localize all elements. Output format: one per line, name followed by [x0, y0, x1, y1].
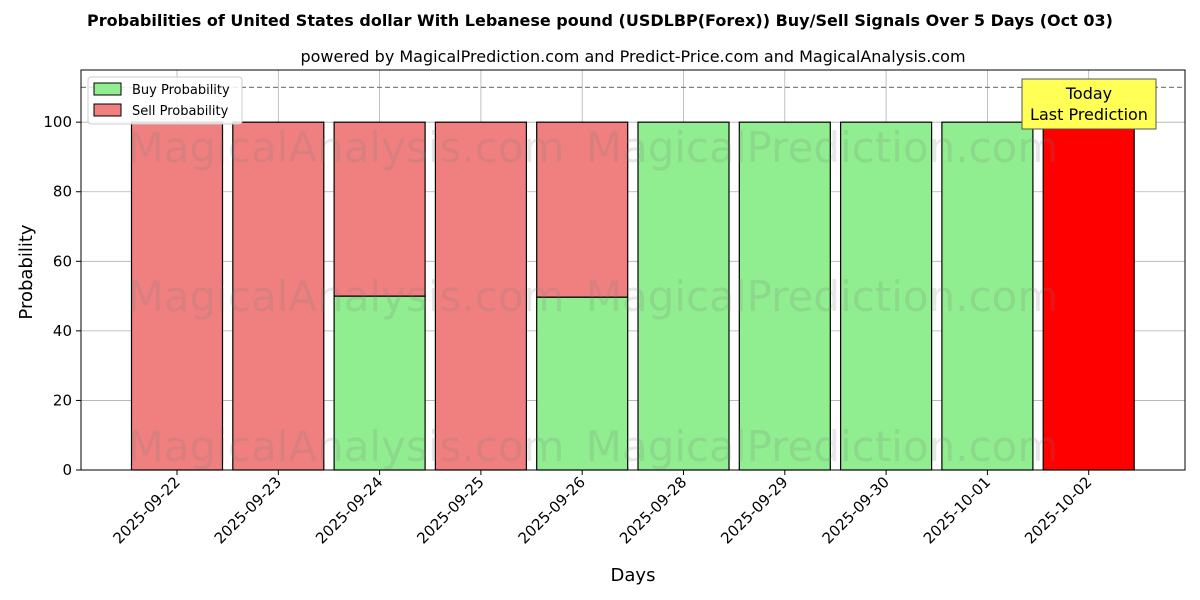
- annotation-line2: Last Prediction: [1030, 105, 1148, 124]
- legend-swatch-buy: [93, 82, 122, 96]
- legend-box: [87, 76, 243, 125]
- legend-label-sell: Sell Probability: [132, 104, 229, 119]
- chart-subtitle: powered by MagicalPrediction.com and Pre…: [300, 47, 965, 66]
- watermark-text: MagicalAnalysis.com: [128, 272, 565, 321]
- annotation-box: [1021, 78, 1157, 130]
- bar-buy: [941, 121, 1034, 471]
- watermark-text: MagicalPrediction.com: [586, 272, 1059, 321]
- bar-sell: [536, 121, 629, 298]
- bar-sell: [333, 121, 426, 297]
- bar-buy: [333, 295, 426, 471]
- bar-sell: [232, 121, 325, 471]
- bar-sell: [1042, 121, 1135, 471]
- x-tick-label: 2025-10-01: [920, 473, 994, 547]
- x-axis-label: Days: [611, 565, 656, 586]
- bar-buy: [637, 121, 730, 471]
- watermark-text: MagicalPrediction.com: [586, 422, 1059, 471]
- y-tick-label: 20: [53, 391, 72, 409]
- y-tick-label: 0: [62, 461, 72, 479]
- plot-area: MagicalAnalysis.com MagicalPrediction.com…: [43, 69, 1186, 547]
- x-tick-label: 2025-10-02: [1021, 473, 1095, 547]
- x-tick-label: 2025-09-28: [616, 473, 690, 547]
- legend-label-buy: Buy Probability: [132, 83, 230, 98]
- bar-sell: [434, 121, 527, 471]
- annotation-line1: Today: [1065, 84, 1112, 103]
- watermark-text: MagicalAnalysis.com: [128, 422, 565, 471]
- chart-title: Probabilities of United States dollar Wi…: [87, 11, 1113, 30]
- y-axis-label: Probability: [16, 224, 37, 319]
- legend-swatch-sell: [93, 103, 122, 117]
- x-tick-label: 2025-09-26: [515, 473, 589, 547]
- watermark-text: MagicalAnalysis.com: [128, 123, 565, 172]
- y-tick-label: 100: [43, 113, 72, 131]
- x-tick-label: 2025-09-29: [717, 473, 791, 547]
- x-tick-label: 2025-09-25: [413, 473, 487, 547]
- x-tick-label: 2025-09-24: [312, 473, 386, 547]
- x-tick-label: 2025-09-30: [819, 473, 893, 547]
- bar-buy: [839, 121, 933, 471]
- x-tick-label: 2025-09-23: [211, 473, 285, 547]
- axes-frame: [80, 69, 1186, 471]
- x-tick-label: 2025-09-22: [109, 473, 183, 547]
- y-tick-label: 60: [53, 252, 72, 270]
- y-tick-label: 40: [53, 322, 72, 340]
- y-tick-label: 80: [53, 183, 72, 201]
- watermark-text: MagicalPrediction.com: [586, 123, 1059, 172]
- bar-buy: [738, 121, 831, 471]
